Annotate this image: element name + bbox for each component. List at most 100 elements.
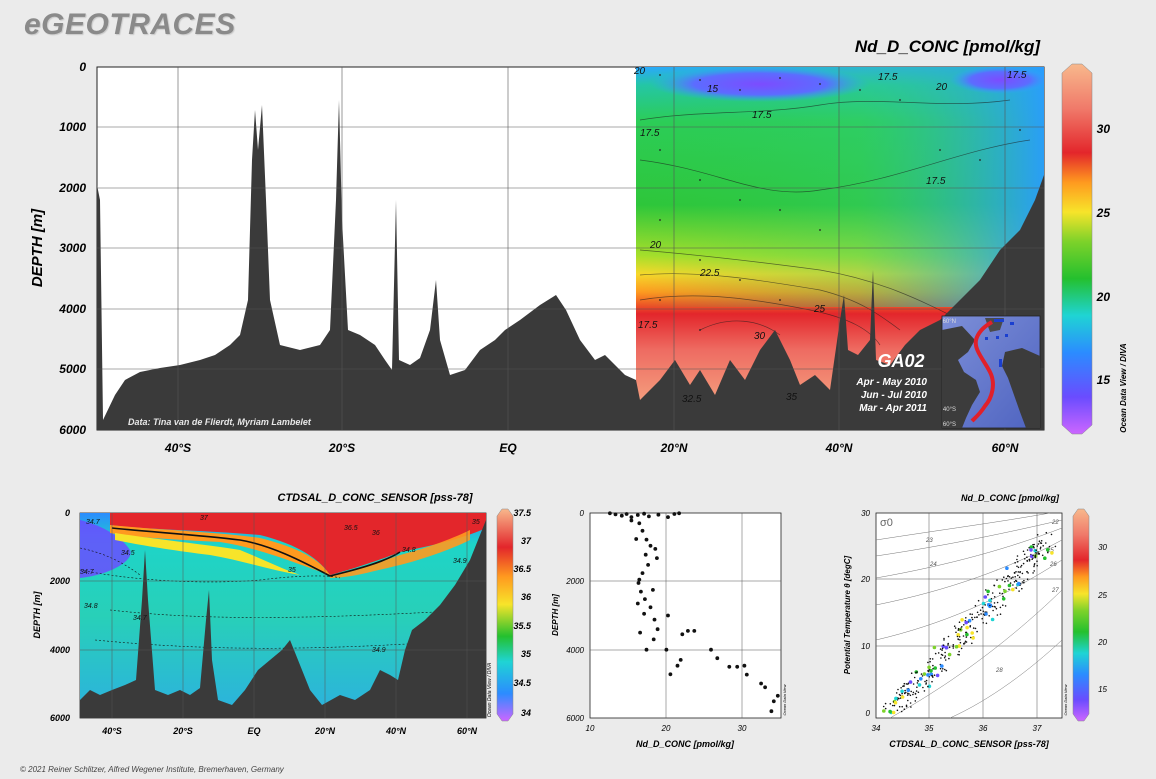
ts-y-axis: 0 10 20 30 bbox=[860, 509, 870, 718]
ts-point bbox=[958, 650, 960, 653]
data-point bbox=[637, 577, 642, 582]
ts-point bbox=[1016, 565, 1018, 568]
y-tick-label: 0 bbox=[79, 60, 86, 74]
ts-point bbox=[971, 642, 973, 645]
ts-point bbox=[978, 614, 980, 616]
ts-point bbox=[907, 699, 909, 702]
ts-point bbox=[1029, 548, 1033, 552]
ts-point bbox=[931, 674, 933, 677]
ts-point bbox=[927, 665, 931, 670]
x-tick-label: 20°N bbox=[660, 441, 688, 455]
ts-point bbox=[999, 606, 1002, 609]
ts-point bbox=[1014, 576, 1016, 578]
ts-points bbox=[882, 531, 1057, 715]
main-section-plot: Nd_D_CONC [pmol/kg] bbox=[29, 37, 1128, 455]
profile-grid bbox=[590, 513, 781, 718]
ts-point bbox=[933, 674, 936, 676]
ts-point bbox=[1016, 581, 1021, 586]
ts-point bbox=[927, 670, 930, 673]
contour-label: 34.8 bbox=[402, 547, 416, 554]
ts-point bbox=[957, 638, 959, 640]
data-point bbox=[664, 647, 669, 652]
data-point bbox=[675, 663, 680, 668]
x-tick-label: 10 bbox=[586, 724, 595, 733]
ts-point bbox=[980, 613, 982, 615]
ts-point bbox=[964, 640, 967, 643]
contour-label: 25 bbox=[813, 304, 826, 315]
ts-point bbox=[963, 624, 965, 626]
ts-point bbox=[963, 643, 965, 645]
ts-point bbox=[976, 616, 978, 618]
isopycnal-label: 24 bbox=[929, 562, 937, 568]
y-tick-label: 4000 bbox=[58, 302, 86, 316]
nd-contours bbox=[639, 99, 1031, 346]
ts-point bbox=[985, 622, 988, 625]
colorbar-tick: 34 bbox=[521, 708, 531, 718]
ts-point bbox=[1018, 576, 1021, 578]
salinity-section-plot: CTDSAL_D_CONC_SENSOR [pss-78] bbox=[32, 492, 532, 736]
ts-point bbox=[1038, 552, 1040, 555]
ts-point bbox=[1015, 579, 1017, 582]
ts-point bbox=[1003, 589, 1007, 593]
ts-point bbox=[1021, 587, 1023, 590]
ts-point bbox=[945, 669, 948, 672]
ts-point bbox=[981, 617, 983, 620]
ts-point bbox=[993, 584, 995, 587]
contour-label: 32.5 bbox=[682, 394, 702, 405]
ts-point bbox=[1013, 581, 1016, 583]
ts-point bbox=[1028, 560, 1031, 562]
ts-point bbox=[997, 584, 1002, 589]
ts-point bbox=[937, 652, 940, 654]
ts-point bbox=[994, 606, 997, 608]
ts-point bbox=[1017, 571, 1020, 573]
main-y-axis-label: DEPTH [m] bbox=[29, 208, 46, 287]
contour-label: 34.9 bbox=[453, 558, 467, 565]
ts-point bbox=[940, 653, 943, 656]
ts-point bbox=[993, 602, 996, 604]
data-point bbox=[646, 563, 650, 567]
ts-point bbox=[974, 616, 976, 619]
data-point bbox=[655, 627, 660, 632]
ts-point bbox=[1013, 571, 1016, 574]
ts-point bbox=[972, 627, 975, 629]
ts-point bbox=[932, 664, 934, 667]
ts-point bbox=[1007, 580, 1009, 582]
salinity-y-axis-label: DEPTH [m] bbox=[32, 590, 42, 638]
y-tick-label: 6000 bbox=[50, 713, 70, 723]
ts-point bbox=[1001, 579, 1004, 581]
ts-point bbox=[1001, 592, 1004, 595]
contour-label: 34.9 bbox=[372, 647, 386, 654]
data-point bbox=[668, 672, 673, 677]
ts-point bbox=[944, 659, 947, 661]
ts-point bbox=[1004, 605, 1007, 607]
y-tick-label: 2000 bbox=[49, 576, 70, 586]
ts-point bbox=[942, 644, 945, 646]
profile-watermark: Ocean Data View bbox=[782, 683, 787, 715]
data-point bbox=[642, 611, 646, 616]
ts-point bbox=[1026, 549, 1029, 551]
x-tick-label: 20 bbox=[661, 724, 671, 733]
y-tick-label: 0 bbox=[580, 509, 585, 518]
ts-point bbox=[984, 604, 986, 606]
ts-point bbox=[1050, 551, 1054, 555]
y-tick-label: 3000 bbox=[59, 241, 86, 255]
contour-label: 35 bbox=[288, 567, 296, 574]
ts-point bbox=[909, 702, 912, 704]
data-point bbox=[638, 630, 642, 635]
ts-point bbox=[988, 598, 992, 603]
ts-point bbox=[1004, 580, 1006, 583]
cruise-period: Jun - Jul 2010 bbox=[861, 390, 928, 401]
ts-point bbox=[1001, 597, 1006, 601]
ts-point bbox=[971, 636, 975, 640]
ts-point bbox=[1021, 572, 1024, 575]
ts-point bbox=[1048, 545, 1051, 548]
data-point bbox=[643, 552, 648, 557]
ts-point bbox=[907, 692, 909, 695]
ts-point bbox=[957, 629, 960, 631]
data-point bbox=[742, 663, 747, 668]
ts-point bbox=[956, 633, 960, 637]
data-point bbox=[653, 547, 658, 551]
station-markers bbox=[985, 319, 1014, 367]
ts-point bbox=[958, 635, 961, 638]
